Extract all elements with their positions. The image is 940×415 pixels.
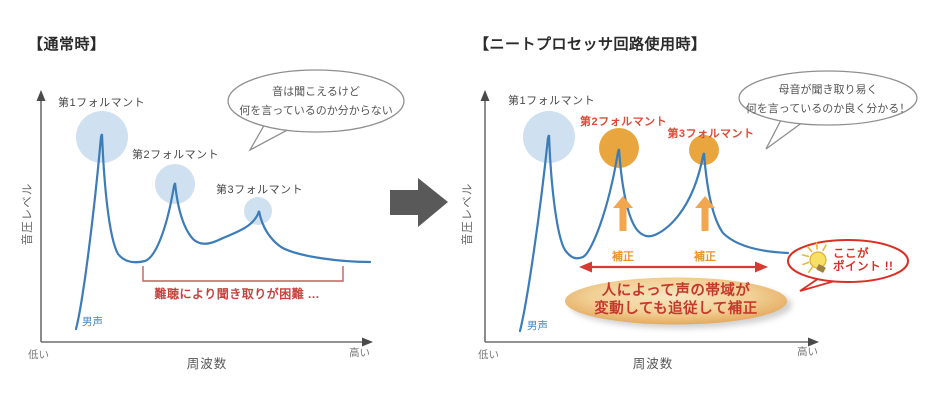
x-max-label-left: 高い xyxy=(349,347,370,359)
speech-bubble-left xyxy=(227,69,405,133)
voice-spectrum-curve-right xyxy=(518,134,790,333)
point-callout-line1: ここが xyxy=(833,248,869,260)
right-panel-title: 【ニートプロセッサ回路使用時】 xyxy=(474,36,707,53)
formant3-label-left: 第3フォルマント xyxy=(216,184,304,196)
point-bubble xyxy=(787,239,909,283)
x-min-label-right: 低い xyxy=(478,349,499,361)
correction-up-arrow-icon-1 xyxy=(613,196,633,231)
lightbulb-icon xyxy=(801,242,827,273)
x-axis-label-right: 周波数 xyxy=(632,357,674,371)
formant1-label-right: 第1フォルマント xyxy=(508,95,596,107)
band-range-arrowhead-right xyxy=(755,261,768,273)
speech-bubble-left-line1: 音は聞こえるけど xyxy=(272,86,360,98)
point-callout-line2: ポイント !! xyxy=(833,260,894,273)
formant3-circle-right xyxy=(689,135,719,165)
y-axis-arrowhead-left xyxy=(36,90,46,101)
y-axis-label-right: 音圧レベル xyxy=(462,182,474,246)
formant2-label-right: 第2フォルマント xyxy=(580,116,668,128)
voice-spectrum-curve-left xyxy=(74,133,372,331)
band-note-text: 人によって声の帯域が 変動しても追従して補正 xyxy=(564,283,788,318)
formant2-label-left: 第2フォルマント xyxy=(132,149,220,161)
speech-bubble-right-line1: 母音が聞き取り易く xyxy=(778,84,878,96)
left-panel-title: 【通常時】 xyxy=(28,36,106,53)
transition-arrow-icon xyxy=(390,178,448,227)
band-note-line2: 変動しても追従して補正 xyxy=(594,300,758,317)
band-note-ellipse xyxy=(565,277,787,325)
point-callout-text: ここが ポイント !! xyxy=(833,248,893,273)
x-axis-arrowhead-left xyxy=(362,337,373,347)
x-max-label-right: 高い xyxy=(797,346,818,358)
correction-label-1: 補正 xyxy=(612,251,634,263)
speech-bubble-left-text: 音は聞こえるけど 何を言っているのか分からない xyxy=(228,83,404,120)
difficulty-bracket xyxy=(142,266,344,282)
band-range-arrowhead-left xyxy=(579,261,592,273)
speech-bubble-right xyxy=(738,70,918,126)
speech-bubble-right-text: 母音が聞き取り易く 何を言っているのか良く分かる！ xyxy=(738,81,918,118)
band-note-line1: 人によって声の帯域が xyxy=(601,283,751,299)
speech-bubble-left-line2: 何を言っているのか分からない xyxy=(239,104,393,117)
x-axis-arrowhead-right xyxy=(808,337,819,347)
formant1-label-left: 第1フォルマント xyxy=(58,97,146,109)
formant2-circle-right xyxy=(599,128,639,168)
voice-label-right: 男声 xyxy=(527,320,548,332)
correction-label-2: 補正 xyxy=(694,251,716,263)
hearing-difficulty-note: 難聴により聞き取りが困難 ... xyxy=(154,287,320,301)
correction-up-arrow-icon-2 xyxy=(695,196,715,231)
y-axis-arrowhead-right xyxy=(480,90,490,101)
formant3-label-right: 第3フォルマント xyxy=(667,128,755,140)
y-axis-label-left: 音圧レベル xyxy=(22,182,34,246)
x-min-label-left: 低い xyxy=(28,349,49,361)
voice-label-left: 男声 xyxy=(82,316,103,328)
speech-bubble-right-line2: 何を言っているのか良く分かる！ xyxy=(745,102,911,115)
x-axis-label-left: 周波数 xyxy=(186,357,228,371)
